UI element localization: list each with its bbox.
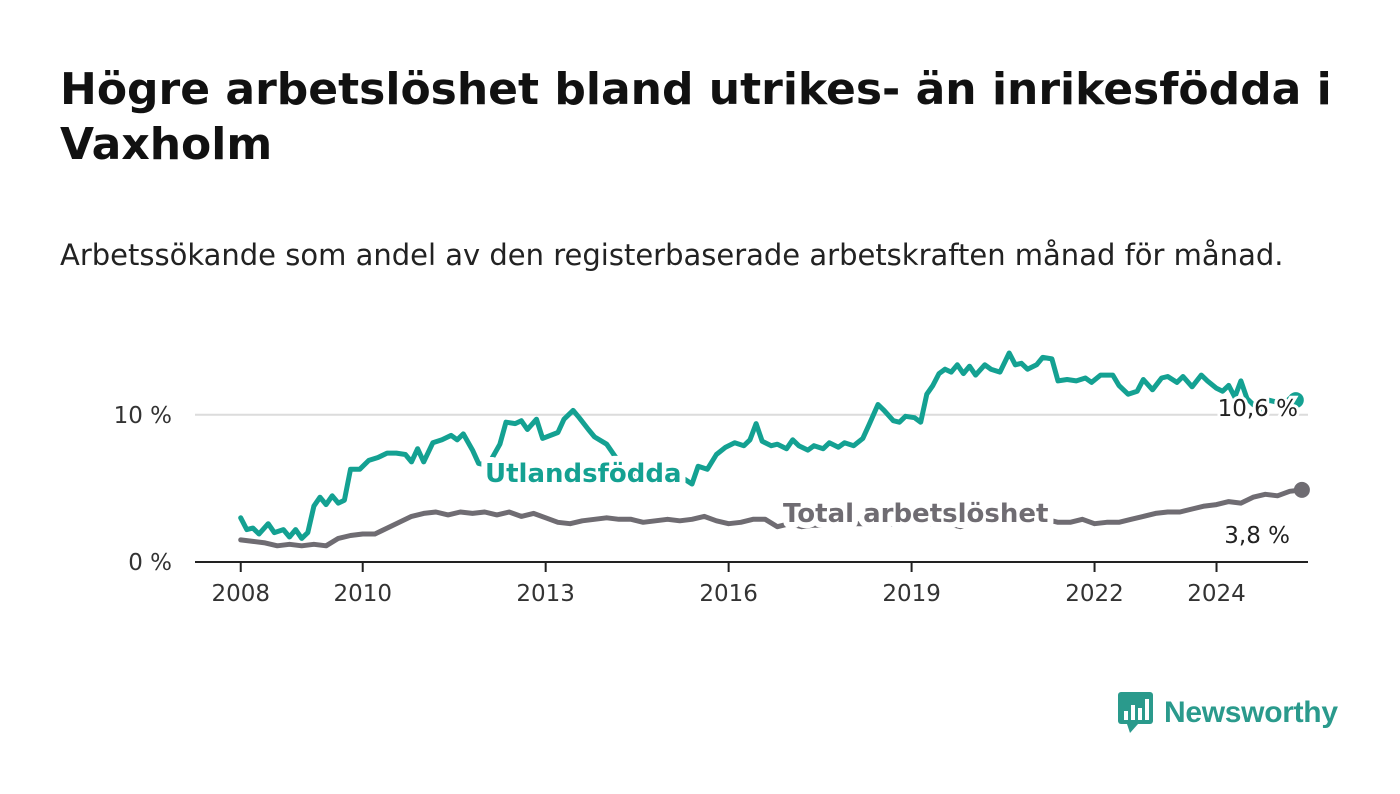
- chart-logo-icon: [1118, 692, 1153, 733]
- series-label-total: Total arbetslöshet: [783, 499, 1048, 529]
- series-label-utlandsfodda: Utlandsfödda: [485, 459, 682, 489]
- brand-name: Newsworthy: [1164, 696, 1338, 729]
- series-line-total-arbetsloshet: [238, 487, 1305, 549]
- chart-title: Högre arbetslöshet bland utrikes- än inr…: [60, 64, 1332, 170]
- x-tick-label: 2016: [699, 581, 758, 607]
- series-end-point-utlandsfodda: [1287, 392, 1304, 409]
- newsworthy-logo: Newsworthy: [1118, 690, 1338, 736]
- chart-subtitle: Arbetssökande som andel av den registerb…: [60, 238, 1284, 272]
- y-tick-label: 10 %: [114, 403, 172, 429]
- x-tick-label: 2024: [1187, 581, 1246, 607]
- series-end-point-total-arbetsloshet: [1293, 481, 1310, 498]
- y-tick-label: 0 %: [128, 550, 172, 576]
- end-value-utlandsfodda: 10,6 %: [1218, 396, 1298, 422]
- x-tick-label: 2008: [211, 581, 270, 607]
- series-line-utlandsfodda: [238, 350, 1299, 541]
- x-tick-label: 2019: [882, 581, 941, 607]
- x-tick-label: 2013: [516, 581, 575, 607]
- x-tick-label: 2010: [333, 581, 392, 607]
- end-value-total: 3,8 %: [1224, 523, 1290, 549]
- x-tick-label: 2022: [1065, 581, 1124, 607]
